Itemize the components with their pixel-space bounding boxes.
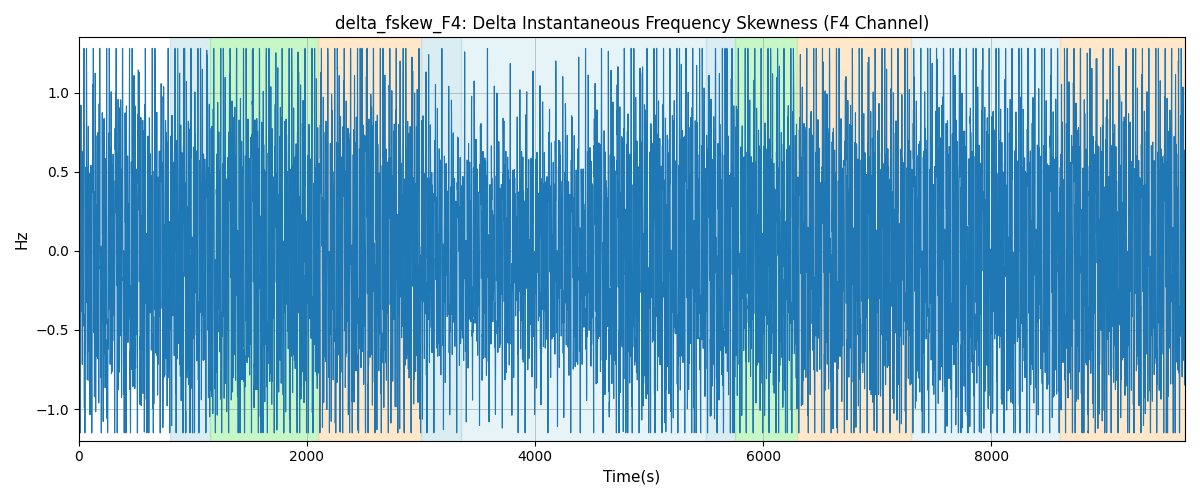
Bar — [170, 38, 210, 440]
Bar — [797, 38, 911, 440]
Bar — [421, 38, 461, 440]
Bar — [911, 38, 1060, 440]
Bar — [461, 38, 706, 440]
Bar — [1060, 38, 1186, 440]
Bar — [318, 38, 421, 440]
Bar — [734, 38, 797, 440]
X-axis label: Time(s): Time(s) — [604, 470, 660, 485]
Bar — [706, 38, 734, 440]
Bar — [210, 38, 318, 440]
Y-axis label: Hz: Hz — [14, 230, 30, 249]
Title: delta_fskew_F4: Delta Instantaneous Frequency Skewness (F4 Channel): delta_fskew_F4: Delta Instantaneous Freq… — [335, 15, 929, 34]
